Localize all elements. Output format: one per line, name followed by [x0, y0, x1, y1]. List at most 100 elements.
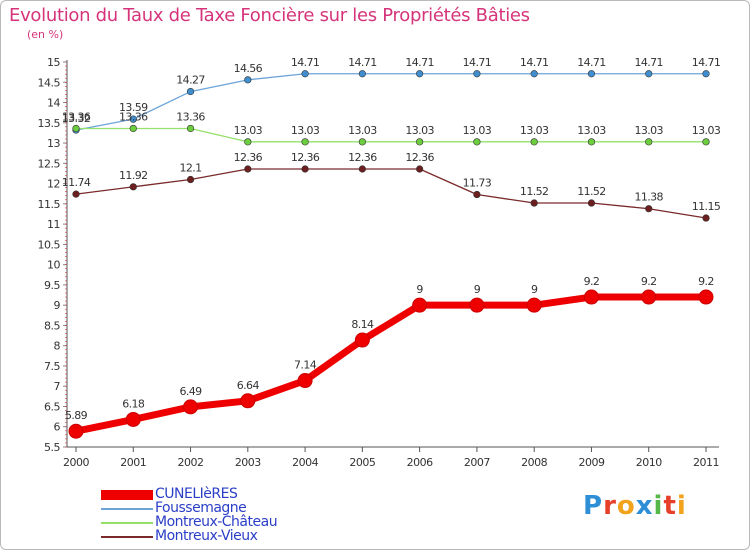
data-point [301, 138, 309, 146]
data-label: 14.71 [291, 56, 320, 69]
logo-letter: i [653, 491, 664, 521]
data-point [297, 373, 313, 389]
data-label: 6.49 [179, 385, 202, 398]
data-label: 11.92 [119, 169, 148, 182]
data-point [526, 297, 542, 313]
data-label: 8.14 [351, 318, 374, 331]
data-point [129, 124, 137, 133]
y-tick-label: 6 [54, 421, 61, 434]
data-point [702, 138, 710, 146]
y-tick-label: 13.5 [38, 117, 61, 130]
data-label: 13.36 [119, 110, 148, 123]
data-label: 14.71 [692, 56, 721, 69]
data-point [645, 70, 653, 78]
data-point [186, 175, 195, 184]
y-tick-label: 10 [47, 259, 60, 272]
logo-letter: t [663, 491, 677, 521]
y-tick-label: 14.5 [38, 76, 61, 89]
data-label: 11.73 [463, 177, 492, 190]
y-tick-label: 5.5 [44, 441, 60, 454]
data-point [469, 297, 485, 313]
x-tick-label: 2007 [464, 456, 490, 469]
data-label: 12.36 [234, 151, 263, 164]
data-point [412, 297, 428, 313]
data-label: 12.36 [348, 151, 377, 164]
data-label: 11.38 [634, 191, 663, 204]
data-label: 13.03 [520, 124, 549, 137]
unit-label: (en %) [27, 28, 64, 41]
data-label: 13.03 [234, 124, 263, 137]
data-point [358, 165, 366, 173]
data-point [72, 124, 80, 133]
data-label: 13.03 [348, 124, 377, 137]
x-tick-label: 2006 [407, 456, 433, 469]
x-tick-label: 2000 [63, 456, 89, 469]
data-label: 11.52 [577, 185, 606, 198]
proxiti-logo: Proxiti [583, 491, 687, 521]
data-point [530, 199, 538, 207]
data-label: 5.89 [65, 409, 88, 422]
data-point [72, 190, 80, 198]
logo-letter: i [676, 491, 687, 521]
data-label: 14.56 [234, 62, 263, 75]
data-point [301, 165, 309, 173]
data-point [641, 289, 657, 305]
data-label: 14.71 [520, 56, 549, 69]
data-label: 13.36 [176, 110, 205, 123]
data-label: 7.14 [294, 359, 317, 372]
series-line [75, 293, 706, 435]
data-label: 11.52 [520, 185, 549, 198]
legend-swatch-cunelieres [101, 490, 153, 500]
data-point [645, 138, 653, 146]
legend-swatch-montreux-vieux [101, 536, 153, 538]
y-tick-label: 10.5 [38, 238, 61, 251]
y-tick-label: 9.5 [44, 279, 60, 292]
legend-swatch-montreux-chateau [101, 522, 153, 524]
data-label: 14.71 [577, 56, 606, 69]
data-label: 9 [416, 283, 423, 296]
data-point [244, 138, 252, 146]
y-tick-label: 6.5 [44, 400, 60, 413]
x-tick-label: 2009 [578, 456, 604, 469]
series-line [76, 127, 706, 143]
legend-label-foussemagne: Foussemagne [155, 500, 247, 516]
y-tick-label: 13 [47, 137, 60, 150]
data-label: 11.74 [62, 176, 91, 189]
data-label: 11.15 [692, 200, 721, 213]
data-label: 13.03 [692, 124, 721, 137]
x-tick-label: 2008 [521, 456, 547, 469]
x-tick-label: 2001 [120, 456, 146, 469]
x-tick-label: 2005 [349, 456, 375, 469]
data-point [530, 70, 538, 78]
data-point [358, 138, 366, 146]
data-point [125, 411, 141, 427]
y-tick-label: 12.5 [38, 157, 61, 170]
y-tick-label: 12 [47, 178, 60, 191]
series-line [75, 73, 706, 131]
data-point [645, 205, 653, 213]
data-point [186, 87, 195, 96]
data-label: 14.71 [405, 56, 434, 69]
y-tick-label: 11 [47, 218, 60, 231]
data-point [473, 190, 481, 199]
data-label: 13.03 [405, 124, 434, 137]
data-label: 6.18 [122, 397, 145, 410]
data-point [416, 138, 424, 146]
data-point [68, 423, 84, 439]
data-point [587, 199, 596, 207]
y-tick-label: 8 [54, 340, 61, 353]
legend-label-cunelieres: CUNELIèRES [155, 486, 238, 502]
data-point [244, 76, 252, 84]
legend-swatch-foussemagne [101, 508, 153, 510]
data-point [186, 124, 195, 133]
data-label: 14.27 [176, 74, 205, 87]
logo-letter: P [583, 491, 604, 521]
data-label: 9.2 [698, 275, 714, 288]
x-tick-label: 2003 [235, 456, 261, 469]
data-label: 13.59 [119, 101, 148, 114]
data-point [354, 332, 370, 348]
data-label: 9.2 [584, 275, 600, 288]
logo-letter: r [603, 491, 617, 521]
